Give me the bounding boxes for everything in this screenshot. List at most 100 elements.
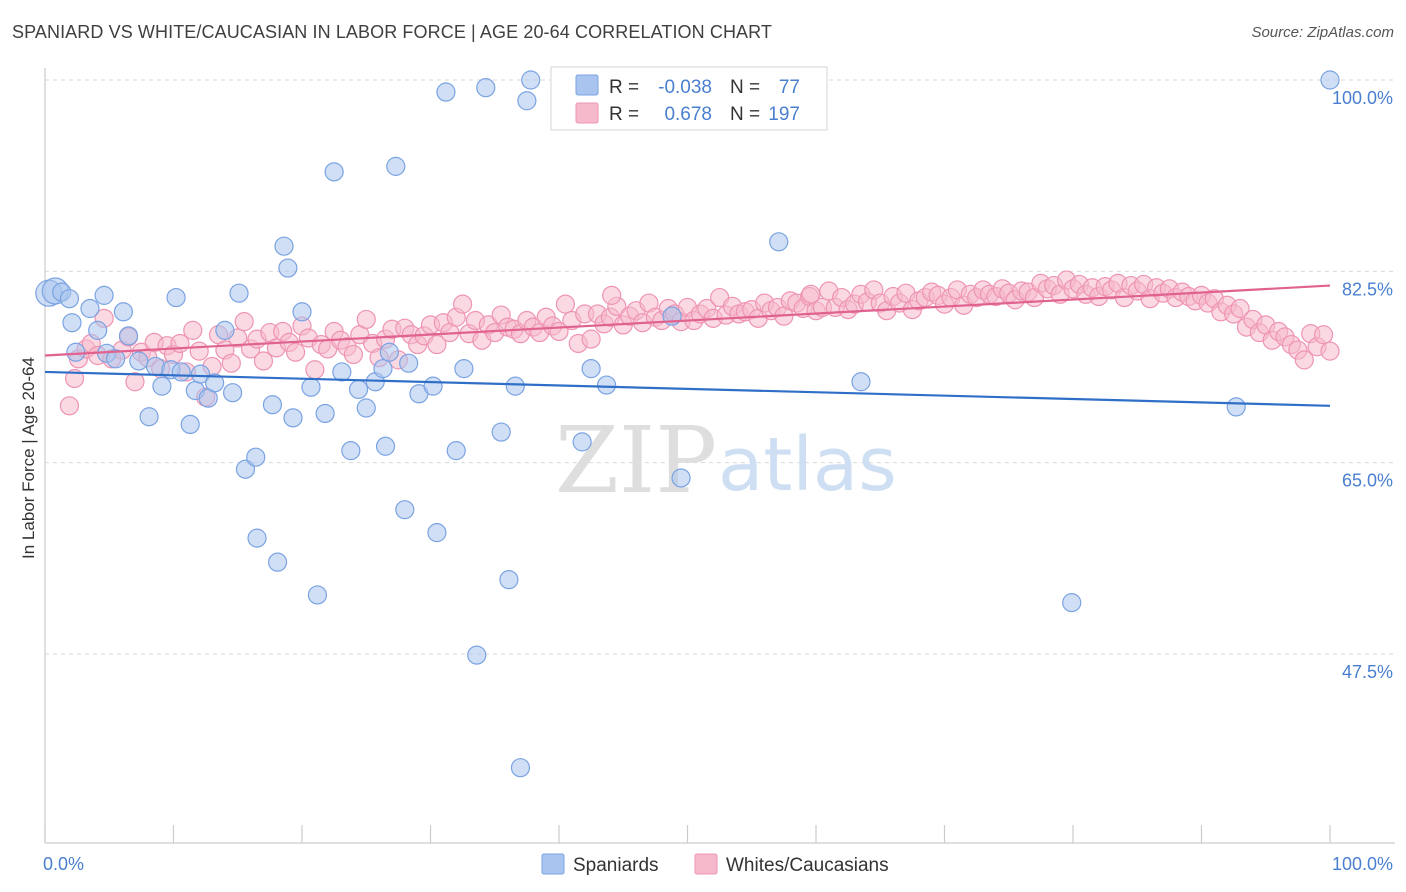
spaniards-point-22 (190, 364, 211, 384)
spaniards-point-71 (769, 232, 789, 252)
whites-caucasians-point-38 (305, 360, 325, 380)
whites-caucasians-point-46 (356, 309, 376, 330)
spaniards-point-41 (332, 362, 352, 382)
trend-line-spaniards (44, 370, 1331, 407)
spaniards-point-40 (324, 162, 344, 182)
whites-caucasians-point-19 (183, 320, 203, 340)
spaniards-point-11 (113, 302, 133, 322)
whites-caucasians-point-0 (59, 396, 80, 416)
spaniards-point-33 (274, 236, 294, 256)
stats-legend-swatch-pink (575, 102, 599, 124)
watermark-zip: ZIP (555, 407, 717, 514)
spaniards-point-6 (80, 298, 100, 319)
spaniards-point-44 (356, 398, 376, 418)
y-tick-label-3: 100.0% (1332, 88, 1393, 108)
spaniards-point-55 (436, 82, 456, 102)
spaniards-point-35 (283, 408, 303, 428)
spaniards-point-27 (229, 283, 249, 303)
whites-caucasians-point-35 (285, 342, 306, 362)
x-tick-label-1: 100.0% (1332, 854, 1393, 874)
whites-caucasians-point-10 (125, 372, 145, 392)
spaniards-point-64 (517, 91, 537, 111)
legend-swatch-spaniards (541, 853, 565, 875)
x-tick-label-0: 0.0% (43, 854, 84, 874)
spaniards-point-26 (223, 383, 243, 403)
whites-caucasians-point-61 (453, 294, 473, 314)
spaniards-point-62 (505, 376, 525, 396)
spaniards-point-39 (315, 403, 335, 424)
spaniards-point-36 (292, 302, 312, 322)
spaniards-point-74 (1226, 397, 1246, 417)
spaniards-point-7 (88, 320, 108, 340)
stats-legend: R = -0.038 N = 77 R = 0.678 N = 197 (550, 66, 828, 131)
stats-r-value-blue: -0.038 (658, 77, 712, 98)
stats-r-value-pink: 0.678 (664, 104, 712, 125)
whites-caucasians-point-27 (234, 312, 254, 332)
spaniards-point-59 (476, 78, 496, 98)
spaniards-point-8 (94, 285, 114, 305)
whites-caucasians-point-182 (1230, 298, 1250, 319)
spaniards-point-48 (379, 342, 399, 362)
stats-r-label-pink: R = (609, 104, 639, 125)
spaniards-point-4 (62, 313, 82, 333)
spaniards-point-34 (278, 258, 298, 278)
spaniards-point-70 (671, 468, 691, 488)
spaniards-point-3 (59, 289, 80, 309)
stats-r-label-blue: R = (609, 77, 639, 98)
spaniards-point-51 (399, 353, 419, 373)
whites-caucasians-point-1 (64, 368, 85, 389)
y-axis-title: In Labor Force | Age 20-64 (19, 357, 38, 559)
spaniards-point-63 (510, 758, 531, 778)
spaniards-point-14 (139, 407, 159, 427)
y-tick-label-1: 65.0% (1342, 471, 1393, 491)
spaniards-point-32 (267, 552, 288, 572)
spaniards-point-31 (262, 395, 283, 415)
stats-n-value-pink: 197 (768, 104, 800, 125)
spaniards-point-56 (446, 441, 466, 461)
whites-caucasians-point-192 (1294, 350, 1314, 370)
legend-swatch-whites-caucasians (694, 853, 718, 875)
series-whites-caucasians (59, 270, 1340, 416)
spaniards-point-13 (129, 351, 149, 371)
bottom-legend: Spaniards Whites/Caucasians (541, 853, 889, 876)
spaniards-point-20 (180, 414, 200, 434)
spaniards-point-72 (851, 372, 871, 392)
spaniards-point-57 (454, 359, 474, 379)
spaniards-point-38 (307, 585, 328, 605)
spaniards-point-24 (205, 373, 225, 393)
trend-line-whites-caucasians (44, 284, 1331, 357)
stats-n-label-blue: N = (730, 77, 760, 98)
whites-caucasians-point-77 (555, 294, 576, 314)
spaniards-point-60 (491, 422, 511, 442)
axes (44, 68, 1395, 844)
y-tick-label-0: 47.5% (1342, 662, 1393, 682)
chart-title: SPANIARD VS WHITE/CAUCASIAN IN LABOR FOR… (12, 22, 773, 42)
spaniards-point-30 (246, 447, 266, 467)
spaniards-point-43 (348, 379, 369, 400)
whites-caucasians-point-44 (343, 344, 363, 365)
spaniards-point-68 (596, 375, 617, 395)
watermark-atlas: atlas (718, 422, 897, 508)
spaniards-point-50 (395, 500, 415, 520)
watermark: ZIP atlas (555, 407, 897, 514)
chart-source: Source: ZipAtlas.com (1251, 24, 1394, 41)
whites-caucasians-point-197 (801, 284, 821, 304)
whites-caucasians-point-81 (581, 329, 601, 349)
spaniards-point-10 (106, 349, 126, 369)
stats-n-label-pink: N = (730, 104, 760, 125)
spaniards-point-42 (341, 441, 361, 461)
whites-caucasians-point-195 (1313, 325, 1334, 345)
grid-lines (45, 79, 1395, 655)
trend-lines (44, 284, 1331, 407)
spaniards-point-66 (572, 432, 592, 452)
series-spaniards (35, 70, 1340, 778)
spaniards-point-15 (145, 356, 166, 377)
spaniards-point-65 (521, 70, 541, 90)
whites-caucasians-point-57 (427, 334, 447, 355)
spaniards-point-12 (118, 326, 139, 346)
spaniards-point-5 (66, 342, 86, 362)
spaniards-point-73 (1062, 593, 1082, 613)
spaniards-point-47 (375, 436, 396, 456)
spaniards-point-53 (423, 376, 443, 396)
